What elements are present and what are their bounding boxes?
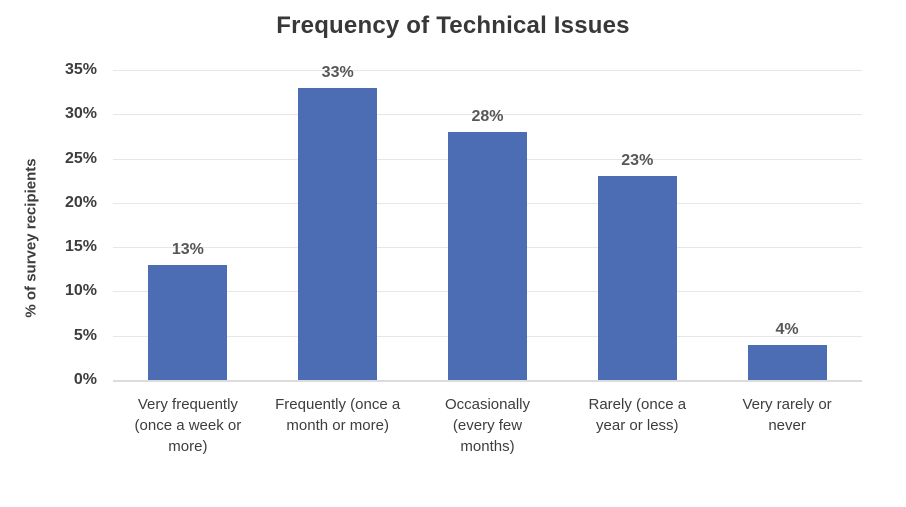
x-label-0: Very frequently (once a week or more) xyxy=(134,396,242,455)
y-tick-label-30: 30% xyxy=(64,105,97,123)
x-label-2: Occasionally (every few months) xyxy=(444,396,530,455)
x-label-1: Frequently (once a month or more) xyxy=(275,396,401,434)
bar-1 xyxy=(298,87,378,380)
bar-0 xyxy=(148,264,228,380)
gridline-30 xyxy=(113,114,862,116)
y-axis-ticks: 0% 5% 10% 15% 20% 25% 30% 35% xyxy=(0,0,97,507)
gridline-0 xyxy=(113,380,862,382)
bar-2 xyxy=(448,132,527,380)
bar-3 xyxy=(597,176,677,380)
y-tick-label-15: 15% xyxy=(64,238,97,256)
x-label-cell-4: Very rarely or never xyxy=(712,394,862,457)
chart-title: Frequency of Technical Issues xyxy=(276,12,630,39)
bar-value-label-1: 33% xyxy=(321,63,354,81)
y-tick-label-10: 10% xyxy=(64,282,97,300)
y-tick-label-20: 20% xyxy=(64,193,97,211)
gridline-35 xyxy=(113,70,862,71)
bar-value-label-0: 13% xyxy=(171,240,204,258)
bar-value-label-3: 23% xyxy=(621,152,654,170)
x-label-cell-2: Occasionally (every few months) xyxy=(413,394,563,457)
y-tick-label-35: 35% xyxy=(64,61,97,78)
x-label-3: Rarely (once a year or less) xyxy=(588,396,687,434)
x-label-cell-3: Rarely (once a year or less) xyxy=(562,394,712,457)
y-tick-label-25: 25% xyxy=(64,149,97,167)
y-tick-label-5: 5% xyxy=(73,326,97,344)
plot-area: 13% 33% 28% 23% 4% xyxy=(113,64,862,382)
y-tick-label-0: 0% xyxy=(73,371,97,388)
x-label-cell-0: Very frequently (once a week or more) xyxy=(113,394,263,457)
x-label-cell-1: Frequently (once a month or more) xyxy=(263,394,413,457)
bar-value-label-2: 28% xyxy=(471,108,504,125)
x-axis-labels: Very frequently (once a week or more) Fre… xyxy=(113,394,862,457)
bar-4 xyxy=(747,344,827,380)
x-label-4: Very rarely or never xyxy=(742,396,832,434)
bar-value-label-4: 4% xyxy=(775,320,799,338)
